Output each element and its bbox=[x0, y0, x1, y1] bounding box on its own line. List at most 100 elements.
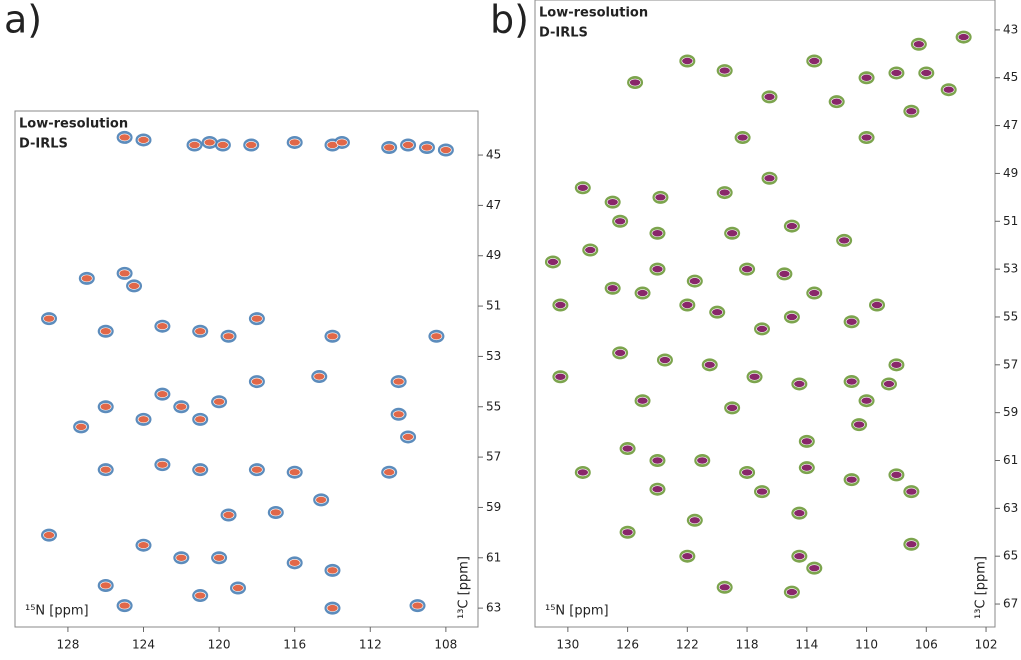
x-axis-label: ¹⁵N [ppm] bbox=[545, 604, 609, 619]
peak bbox=[137, 541, 150, 549]
panel-label: b) bbox=[490, 0, 529, 42]
peak bbox=[636, 396, 649, 405]
y-tick-label: 53 bbox=[1003, 262, 1018, 276]
peak bbox=[883, 380, 895, 388]
x-tick-label: 120 bbox=[208, 638, 231, 652]
peak bbox=[326, 332, 339, 341]
peak bbox=[576, 468, 589, 477]
peak bbox=[711, 308, 724, 316]
peak bbox=[681, 552, 694, 560]
peak bbox=[629, 78, 641, 87]
y-tick-label: 67 bbox=[1003, 597, 1018, 611]
peak bbox=[547, 258, 559, 266]
peak bbox=[636, 289, 649, 297]
peak bbox=[156, 322, 169, 331]
peak bbox=[651, 265, 664, 273]
peak bbox=[213, 397, 225, 406]
peak bbox=[326, 604, 339, 612]
peak bbox=[651, 229, 664, 238]
peak bbox=[651, 456, 664, 465]
x-tick-label: 110 bbox=[855, 638, 878, 652]
peak bbox=[269, 508, 282, 517]
y-tick-label: 57 bbox=[486, 450, 501, 464]
peak bbox=[651, 485, 664, 494]
peak bbox=[194, 591, 206, 600]
peak bbox=[654, 193, 667, 202]
peak bbox=[606, 284, 619, 293]
peak bbox=[315, 496, 327, 504]
peak bbox=[614, 217, 626, 226]
peak bbox=[905, 487, 918, 496]
panel-label: a) bbox=[4, 0, 42, 42]
peak bbox=[871, 301, 883, 309]
peak bbox=[786, 222, 798, 230]
peak bbox=[838, 236, 850, 245]
x-tick-label: 118 bbox=[736, 638, 759, 652]
peak bbox=[99, 402, 112, 411]
peak bbox=[251, 377, 263, 386]
peak bbox=[606, 198, 619, 206]
peak bbox=[288, 559, 301, 567]
peak bbox=[217, 141, 229, 149]
peak bbox=[920, 69, 933, 77]
peak bbox=[402, 433, 414, 441]
peak bbox=[726, 404, 738, 412]
x-tick-label: 108 bbox=[434, 638, 457, 652]
y-tick-label: 65 bbox=[1003, 549, 1018, 563]
peak bbox=[313, 372, 326, 381]
y-tick-label: 59 bbox=[1003, 405, 1018, 419]
peak bbox=[890, 69, 903, 77]
peak bbox=[288, 468, 301, 477]
y-tick-label: 43 bbox=[1003, 22, 1018, 36]
peak bbox=[808, 564, 821, 572]
peak bbox=[383, 143, 395, 152]
peak bbox=[554, 301, 567, 309]
peak bbox=[763, 93, 776, 101]
peak bbox=[913, 40, 925, 49]
legend-entry: D-IRLS bbox=[539, 26, 588, 41]
peak bbox=[576, 183, 589, 192]
peak bbox=[786, 588, 798, 596]
peak bbox=[99, 327, 112, 336]
peak bbox=[402, 141, 414, 149]
peak bbox=[763, 174, 776, 183]
peak bbox=[99, 465, 112, 474]
peak bbox=[890, 471, 903, 479]
x-axis-label: ¹⁵N [ppm] bbox=[25, 604, 89, 619]
peak bbox=[392, 410, 405, 419]
x-tick-label: 112 bbox=[359, 638, 382, 652]
peak bbox=[118, 133, 131, 142]
peak bbox=[128, 282, 140, 290]
y-tick-label: 49 bbox=[1003, 166, 1018, 180]
peak bbox=[689, 516, 701, 525]
plot-frame bbox=[14, 110, 479, 628]
peak bbox=[786, 313, 798, 321]
y-tick-label: 49 bbox=[486, 248, 501, 262]
peak bbox=[801, 463, 813, 472]
peak bbox=[696, 456, 709, 465]
peak bbox=[584, 246, 597, 254]
peak bbox=[718, 583, 731, 592]
y-tick-label: 53 bbox=[486, 349, 501, 363]
y-tick-label: 51 bbox=[1003, 214, 1018, 228]
y-tick-label: 59 bbox=[486, 500, 501, 514]
peak bbox=[554, 372, 567, 381]
y-tick-label: 57 bbox=[1003, 357, 1018, 371]
peak bbox=[845, 377, 858, 386]
legend-entry: Low-resolution bbox=[539, 6, 648, 21]
y-tick-label: 55 bbox=[1003, 309, 1018, 323]
peak bbox=[905, 107, 918, 116]
peak bbox=[801, 437, 813, 446]
x-tick-label: 122 bbox=[676, 638, 699, 652]
y-tick-label: 63 bbox=[1003, 501, 1018, 515]
peak bbox=[288, 138, 301, 147]
peak bbox=[830, 97, 843, 106]
peak bbox=[222, 511, 235, 519]
peak bbox=[736, 133, 749, 142]
peak bbox=[756, 325, 768, 333]
y-tick-label: 51 bbox=[486, 299, 501, 313]
peak bbox=[118, 269, 131, 278]
peak bbox=[156, 390, 169, 398]
y-axis-label: ¹³C [ppm] bbox=[974, 556, 989, 619]
